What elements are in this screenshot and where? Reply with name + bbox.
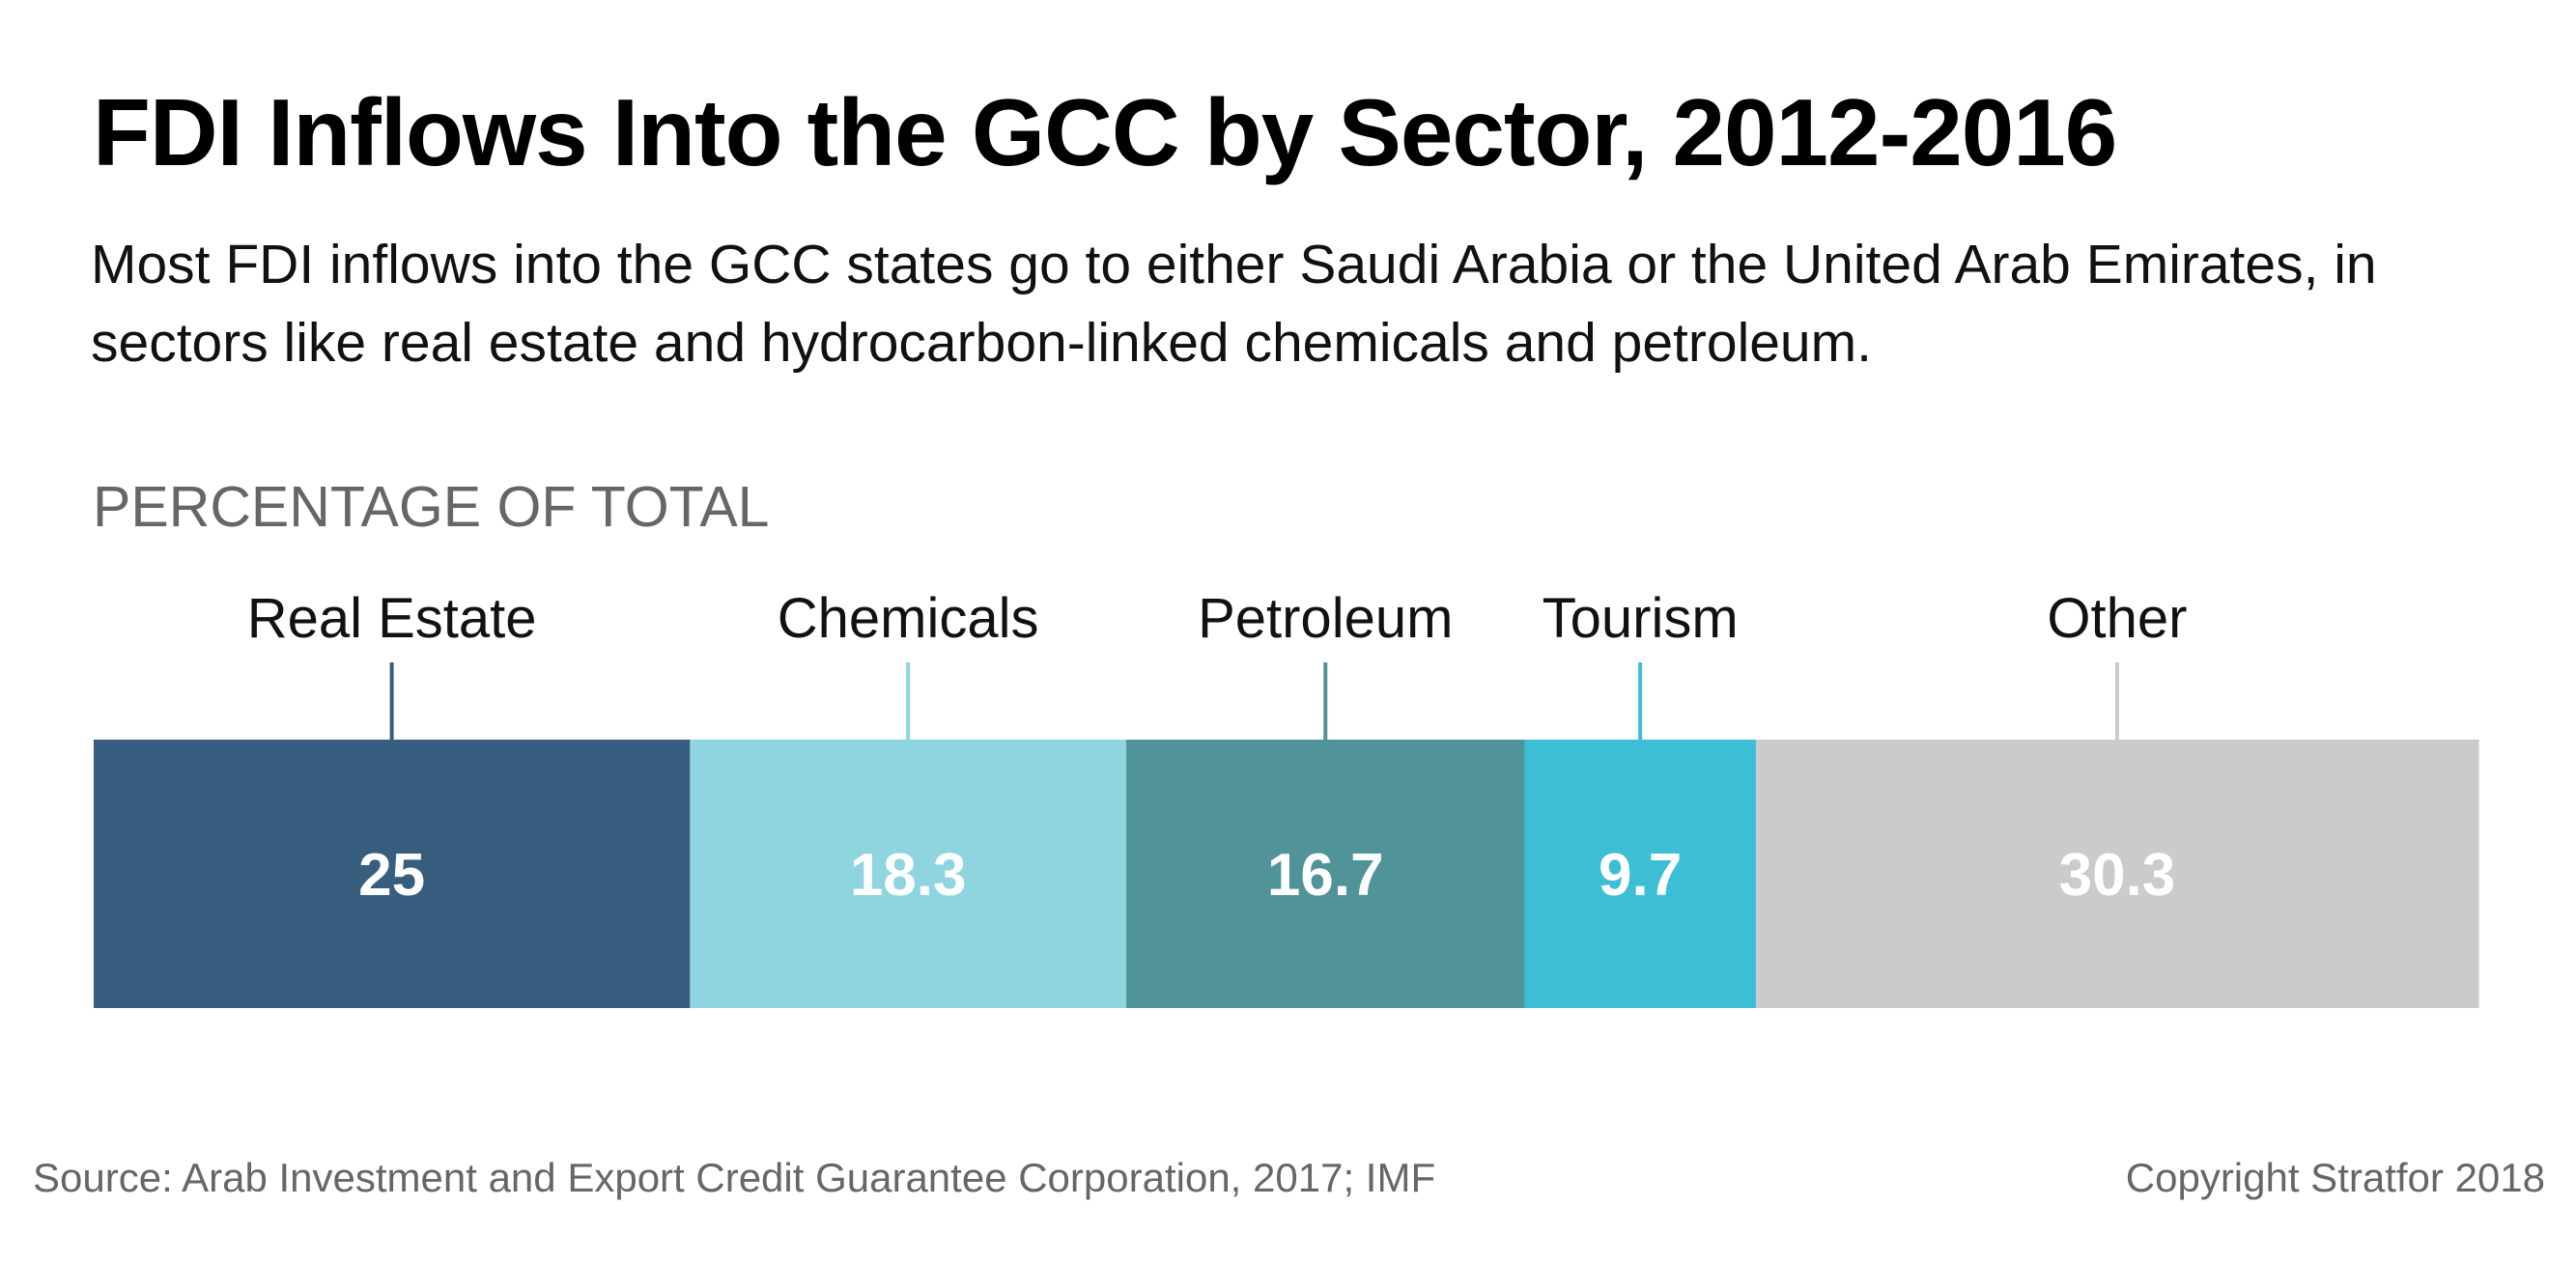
value-label-other: 30.3 — [2059, 842, 2176, 909]
bar-segment-chemicals — [690, 740, 1127, 1008]
value-label-petroleum: 16.7 — [1267, 842, 1384, 909]
category-label-petroleum: Petroleum — [1198, 587, 1453, 650]
category-label-tourism: Tourism — [1543, 587, 1739, 650]
chart-title: FDI Inflows Into the GCC by Sector, 2012… — [93, 79, 2117, 185]
category-label-real-estate: Real Estate — [247, 587, 537, 650]
source-note: Source: Arab Investment and Export Credi… — [33, 1155, 1436, 1200]
bar-segment-petroleum — [1126, 740, 1525, 1008]
bar-segment-other — [1755, 740, 2479, 1008]
bar-segment-tourism — [1524, 740, 1757, 1008]
copyright-note: Copyright Stratfor 2018 — [2125, 1155, 2545, 1200]
value-label-chemicals: 18.3 — [850, 842, 967, 909]
category-label-chemicals: Chemicals — [778, 587, 1039, 650]
value-label-tourism: 9.7 — [1599, 842, 1682, 909]
value-axis-caption: PERCENTAGE OF TOTAL — [93, 475, 770, 539]
bar-segment-real-estate — [94, 740, 691, 1008]
value-label-real-estate: 25 — [358, 842, 425, 909]
category-label-other: Other — [2047, 587, 2187, 650]
chart-subtitle: Most FDI inflows into the GCC states go … — [91, 234, 2377, 374]
